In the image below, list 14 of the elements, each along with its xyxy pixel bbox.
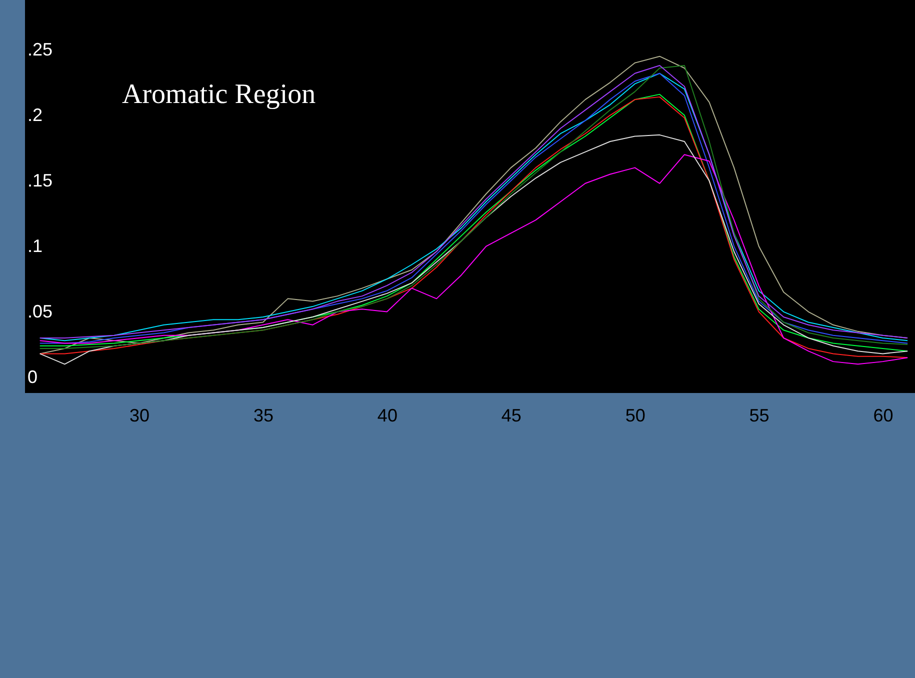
y-tick-label: .25 [28,39,53,60]
x-tick-label: 60 [873,406,894,426]
x-tick-label: 55 [749,406,770,426]
y-tick-label: .05 [28,301,53,322]
x-tick-label: 35 [253,406,274,426]
text: Aromatic Region [122,79,316,110]
y-tick-label: 0 [28,366,38,387]
x-tick-label: 40 [377,406,398,426]
x-tick-label: 45 [501,406,522,426]
x-tick-label: 30 [130,406,150,426]
y-tick-label: .15 [28,170,53,190]
y-tick-label: .2 [28,104,43,125]
x-tick-label: 50 [625,406,646,426]
y-tick-label: .1 [28,236,43,256]
